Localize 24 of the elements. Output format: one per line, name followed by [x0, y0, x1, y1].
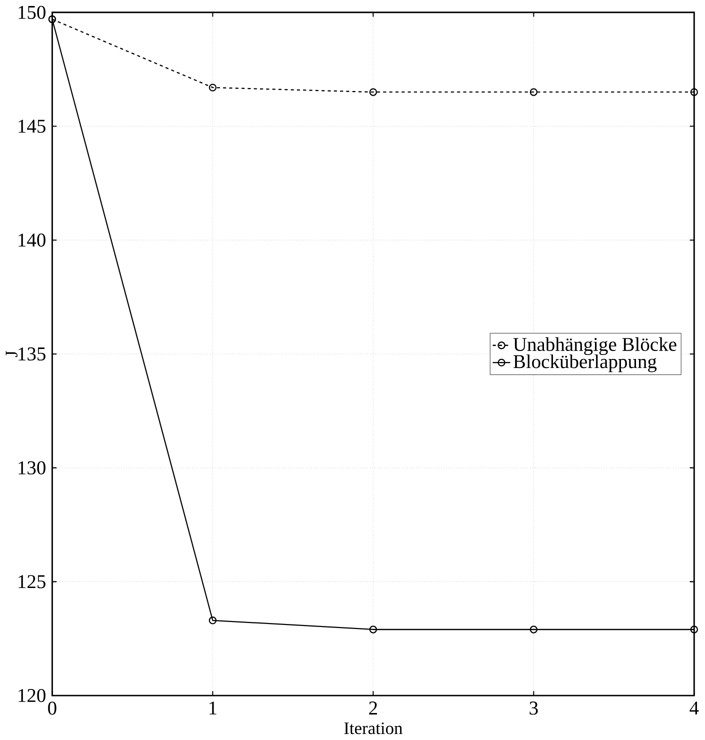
y-tick-label: 120 [18, 688, 46, 702]
x-tick-label: 0 [48, 702, 56, 715]
x-tick-label: 2 [369, 702, 378, 714]
point [369, 626, 378, 634]
x-axis-title: Iteration [344, 722, 403, 734]
x-tick-label: 3 [530, 702, 538, 715]
y-axis-title: J [6, 350, 18, 357]
point [530, 88, 538, 96]
point [530, 626, 538, 634]
legend-label: Blocküberlappung [514, 354, 657, 372]
point [690, 88, 698, 96]
legend-label: Unabhängige Blöcke [513, 337, 676, 356]
y-tick-label: 150 [18, 6, 46, 19]
point [690, 626, 698, 634]
y-tick-label: 145 [18, 120, 46, 133]
y-tick-label: 130 [18, 461, 46, 474]
point [208, 616, 217, 624]
x-tick-label: 1 [210, 702, 216, 714]
x-tick-label: 4 [690, 702, 699, 714]
y-tick-label: 135 [18, 347, 46, 361]
y-tick-label: 125 [18, 575, 46, 588]
point [208, 84, 217, 92]
point [369, 88, 378, 96]
y-tick-label: 140 [18, 234, 46, 247]
